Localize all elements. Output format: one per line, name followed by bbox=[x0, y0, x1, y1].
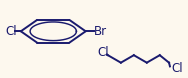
Text: Cl: Cl bbox=[5, 25, 17, 38]
Text: Br: Br bbox=[94, 25, 107, 38]
Text: Cl: Cl bbox=[172, 62, 183, 75]
Text: Cl: Cl bbox=[98, 46, 109, 59]
